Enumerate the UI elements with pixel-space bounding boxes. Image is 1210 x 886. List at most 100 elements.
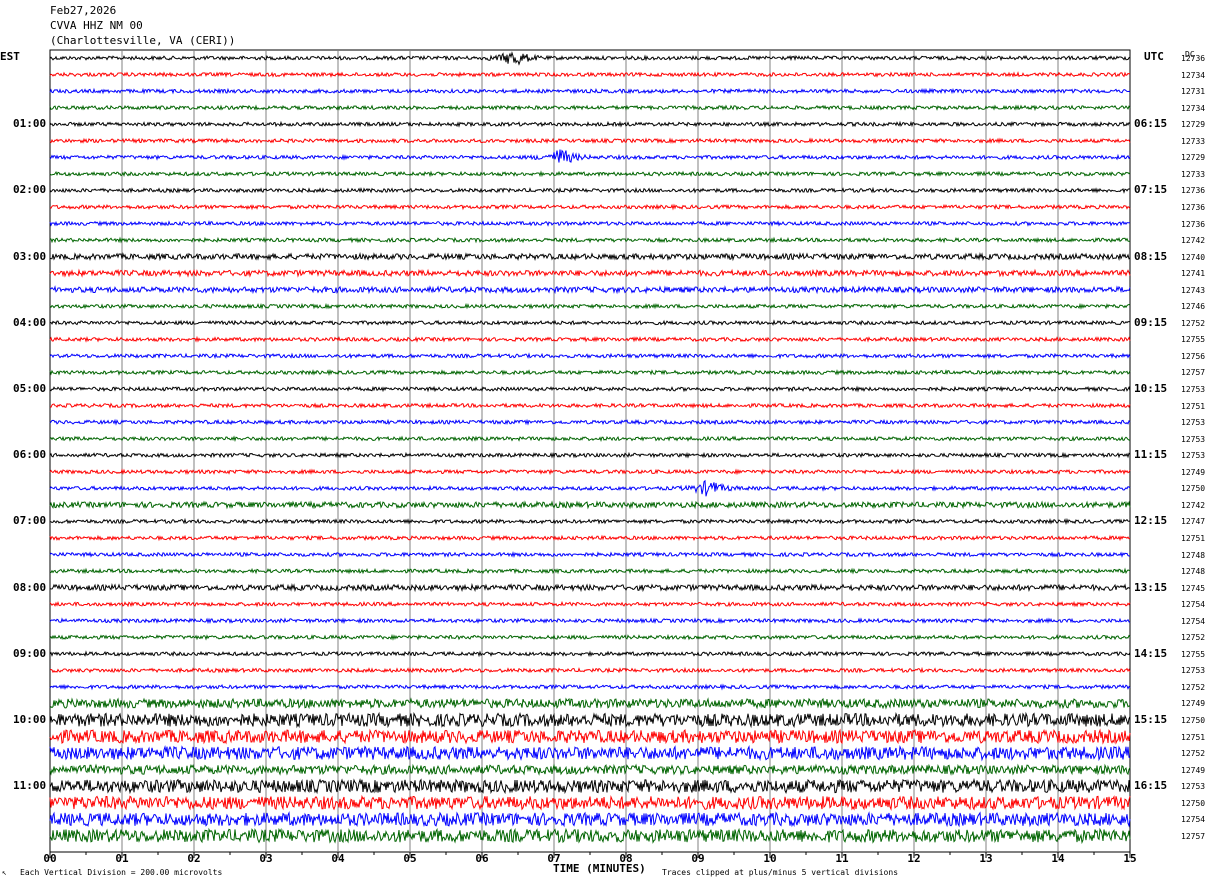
left-time-label: 02:00 [13,183,47,197]
right-timezone-label: UTC [1144,50,1164,63]
trace-line [49,418,1131,426]
dc-offset-label: 12731 [1181,87,1206,97]
dc-offset-label: 12751 [1181,401,1206,411]
right-time-label: 14:15 [1134,646,1168,660]
dc-offset-label: 12754 [1181,815,1206,825]
dc-offset-label: 12729 [1181,120,1206,130]
dc-offset-label: 12751 [1181,732,1206,742]
dc-offset-label: 12734 [1181,70,1206,80]
dc-offset-label: 12749 [1181,467,1206,477]
x-tick-label: 09 [691,852,705,865]
x-tick-label: 04 [331,852,345,865]
x-tick-label: 00 [43,852,57,865]
trace-line [49,777,1131,795]
dc-offset-label: 12753 [1181,782,1206,792]
x-tick-label: 15 [1123,852,1137,865]
dc-offset-label: 12753 [1181,451,1206,461]
dc-offset-label: 12733 [1181,169,1206,179]
trace-line [49,285,1131,295]
trace-line [49,385,1131,393]
x-tick-label: 07 [547,852,561,865]
left-timezone-label: EST [0,50,20,63]
clip-note: Traces clipped at plus/minus 5 vertical … [662,868,899,877]
trace-line [49,268,1131,278]
dc-offset-label: 12748 [1181,567,1206,577]
dc-offset-label: 12741 [1181,269,1206,279]
x-tick-label: 06 [475,852,489,865]
trace-line [49,369,1131,377]
station-location: (Charlottesville, VA (CERI)) [50,34,236,47]
left-time-label: 05:00 [13,382,47,395]
dc-offset-label: 12742 [1181,500,1206,510]
trace-line [49,402,1131,409]
dc-offset-label: 12748 [1181,550,1206,560]
station-code: CVVA HHZ NM 00 [50,19,143,32]
trace-line [49,104,1131,112]
trace-line [49,633,1131,641]
left-time-label: 07:00 [13,514,47,528]
trace-line [49,728,1131,745]
corner-arrow-icon: ↖ [2,868,7,877]
x-tick-label: 08 [619,852,633,865]
trace-line [49,827,1131,845]
trace-line [49,500,1131,510]
dc-offset-label: 12729 [1181,153,1206,163]
left-time-label: 11:00 [13,779,47,793]
x-tick-label: 13 [979,852,993,865]
trace-line [49,71,1131,78]
x-axis-label: TIME (MINUTES) [553,862,646,875]
dc-offset-label: 12752 [1181,749,1206,759]
dc-offset-label: 12747 [1181,517,1206,527]
dc-offset-label: 12736 [1181,202,1206,212]
trace-line [49,683,1131,691]
right-time-label: 13:15 [1134,580,1168,594]
trace-line [49,582,1131,593]
trace-line [49,551,1130,559]
left-time-label: 06:00 [13,448,47,462]
trace-line [49,335,1131,343]
dc-offset-label: 12750 [1181,716,1206,725]
trace-line [49,186,1131,194]
x-tick-label: 01 [115,852,129,865]
dc-offset-label: 12742 [1181,236,1206,246]
trace-line [49,302,1131,310]
right-time-label: 11:15 [1134,448,1168,462]
trace-line [49,170,1131,178]
dc-offset-label: 12749 [1181,765,1206,775]
right-time-label: 07:15 [1134,183,1168,197]
trace-line [49,617,1131,625]
dc-offset-label: 12753 [1181,418,1206,428]
left-time-label: 01:00 [13,117,47,131]
right-time-label: 09:15 [1134,315,1168,329]
dc-offset-label: 12740 [1181,252,1206,262]
trace-line [49,794,1131,812]
dc-offset-label: 12750 [1181,484,1206,494]
trace-line [49,763,1131,776]
dc-offset-label: 12751 [1181,533,1206,543]
dc-offset-label: 12746 [1181,302,1206,312]
trace-line [49,811,1131,828]
dc-offset-label: 12757 [1181,831,1206,841]
left-time-label: 08:00 [13,580,47,594]
trace-line [49,666,1131,674]
dc-offset-label: 12743 [1181,285,1206,295]
dc-offset-label: 12752 [1181,682,1206,692]
right-time-label: 15:15 [1134,713,1168,726]
dc-offset-label: 12736 [1181,219,1206,229]
left-time-label: 09:00 [13,646,47,660]
x-tick-label: 14 [1051,852,1065,865]
dc-column-label: DC [1185,50,1195,59]
trace-line [49,711,1131,729]
trace-line [49,650,1131,658]
trace-line [49,534,1131,542]
dc-offset-label: 12754 [1181,616,1206,626]
trace-line [49,319,1131,327]
trace-line [49,600,1131,608]
trace-line [49,220,1131,227]
dc-offset-label: 12733 [1181,136,1206,146]
left-time-label: 03:00 [13,249,47,263]
trace-line [49,435,1131,442]
dc-offset-label: 12755 [1181,649,1206,659]
right-time-label: 12:15 [1134,514,1168,528]
trace-line [49,479,1131,497]
